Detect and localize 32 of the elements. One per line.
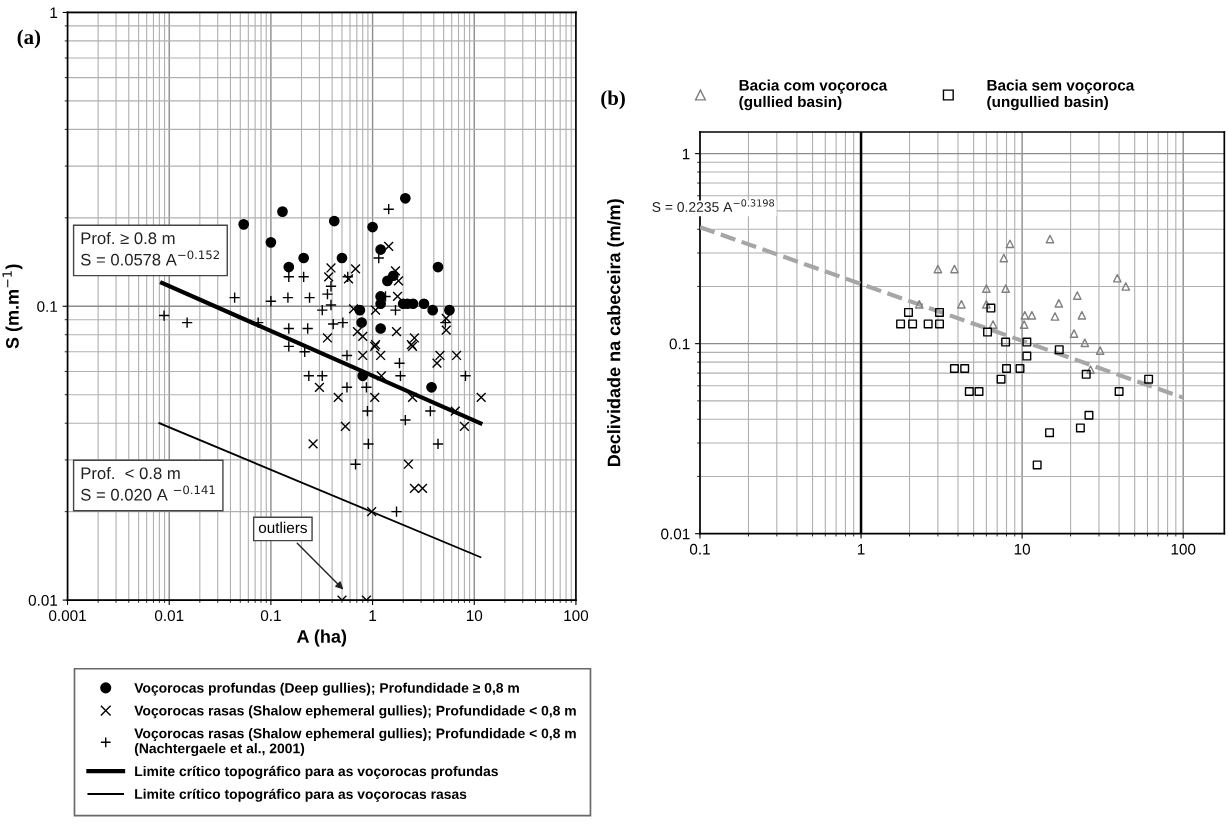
legend-label: Voçorocas rasas (Shalow ephemeral gullies); Profundidade < 0,8 m xyxy=(134,705,576,719)
y-tick-label: 1 xyxy=(50,7,58,18)
legend-label: Limite crítico topográfico para as voçorocas rasas xyxy=(135,788,467,802)
x-tick-label: 0.01 xyxy=(154,610,184,622)
y-axis-title: S (m.m$^{−1}$) xyxy=(2,264,23,349)
x-tick-label: 100 xyxy=(1171,543,1196,555)
y-tick-label: 0.1 xyxy=(37,301,58,312)
x-tick-label: 1 xyxy=(857,543,865,555)
annotation: Prof. < 0.8 m S = 0.020 A $^{−0.141}$ xyxy=(81,466,215,501)
text: (a) xyxy=(17,29,41,49)
x-tick-label: 10 xyxy=(466,610,483,622)
legend-label: Voçorocas rasas (Shalow ephemeral gullies); Profundidade < 0,8 m (Nachtergaele et al., 2001) xyxy=(134,728,576,757)
legend-label: Bacia sem voçoroca (ungullied basin) xyxy=(987,79,1135,111)
annotation: outliers xyxy=(258,521,307,534)
x-tick-label: 0.1 xyxy=(260,610,281,622)
x-tick-label: 0.1 xyxy=(689,543,710,555)
x-axis-title: A (ha) xyxy=(296,629,347,647)
x-tick-label: 10 xyxy=(1014,543,1031,555)
y-tick-label: 0.01 xyxy=(28,594,58,606)
chart-title: (b) xyxy=(601,90,625,110)
annotation: S = 0.2235 A$^{−0.3198}$ xyxy=(652,199,775,212)
y-tick-label: 0.1 xyxy=(669,338,690,350)
y-tick-label: 1 xyxy=(682,148,690,160)
legend-label: Bacia com voçoroca (gullied basin) xyxy=(739,79,888,111)
y-tick-label: 0.01 xyxy=(661,528,690,540)
legend-label: Limite crítico topográfico para as voçorocas profundas xyxy=(135,765,498,779)
y-axis-title: Declividade na cabeceira (m/m) xyxy=(607,199,624,467)
x-tick-label: 100 xyxy=(564,610,589,622)
x-tick-label: 0.001 xyxy=(49,610,86,622)
annotation: Prof. ≥ 0.8 m S = 0.0578 A$^{−0.152}$ xyxy=(81,231,219,266)
x-tick-label: 1 xyxy=(369,610,377,621)
legend-label: Voçorocas profundas (Deep gullies); Profundidade ≥ 0,8 m xyxy=(134,682,519,696)
